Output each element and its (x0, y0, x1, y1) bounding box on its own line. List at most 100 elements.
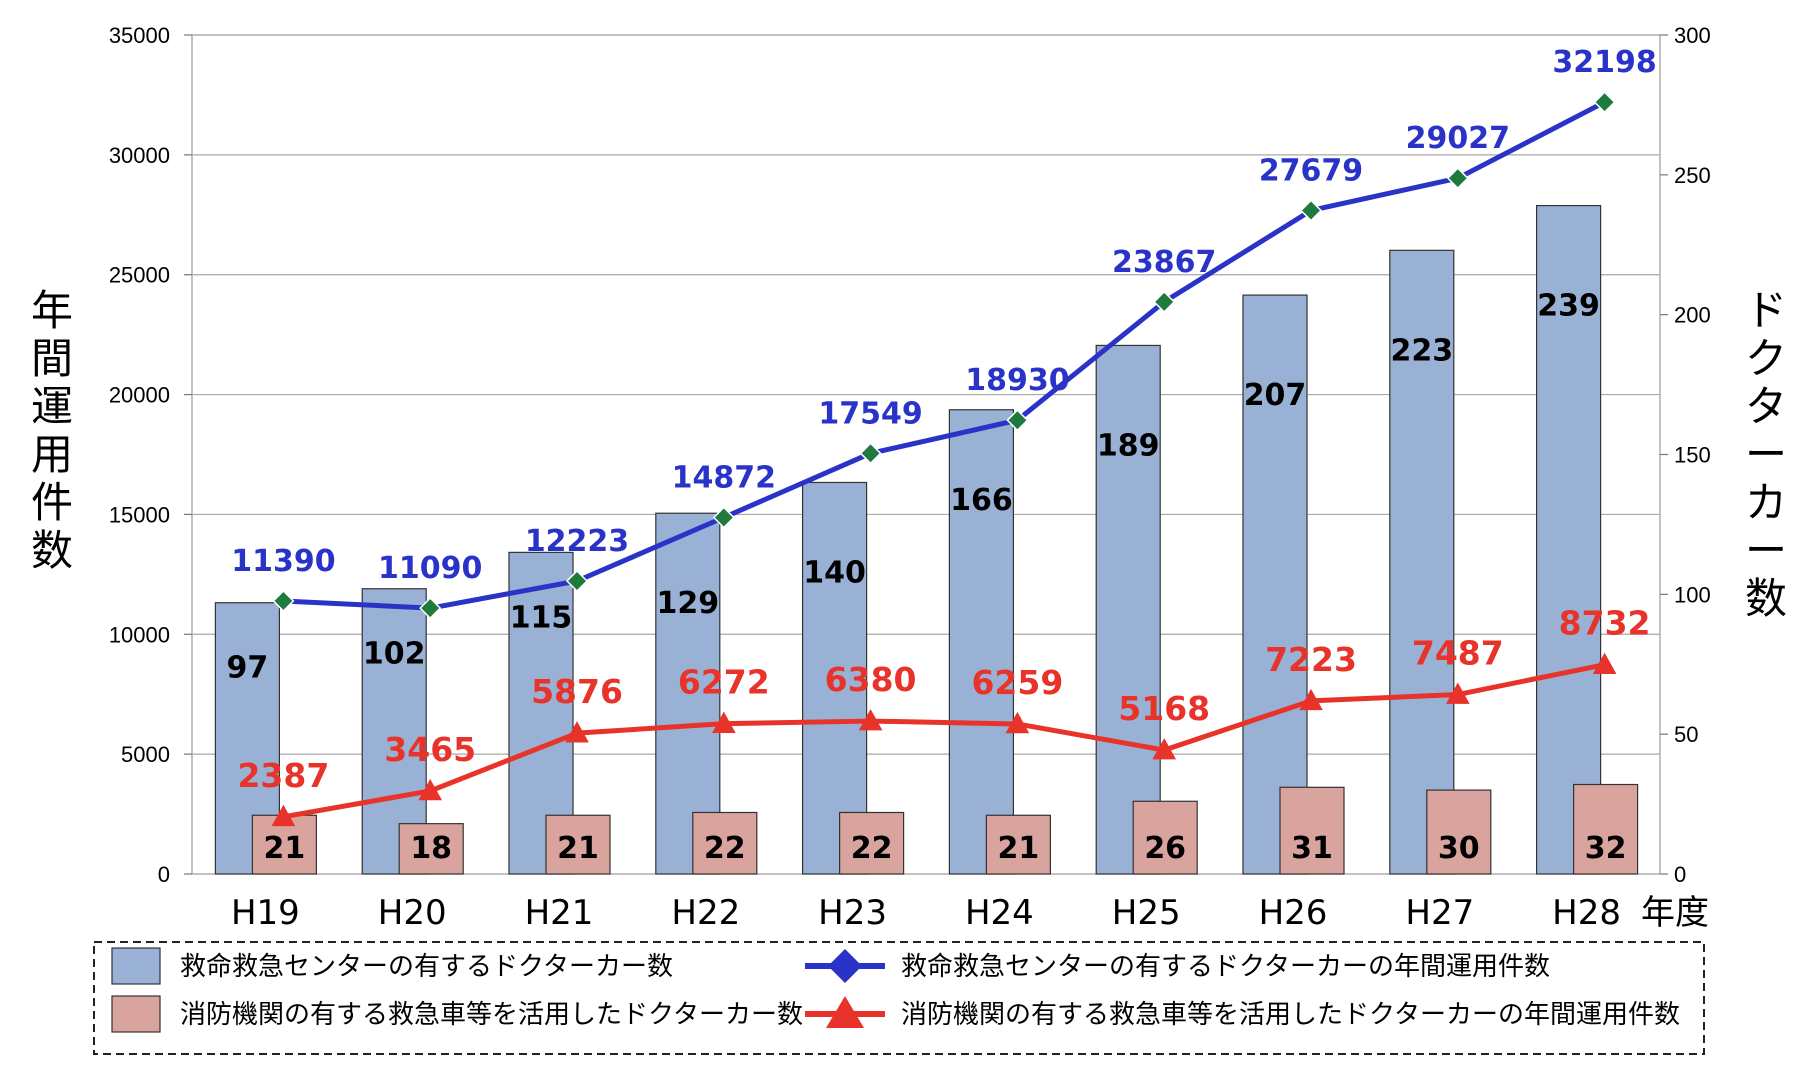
right-tick-label: 200 (1674, 303, 1711, 328)
data-label-operations-center: 14872 (672, 460, 776, 495)
legend-swatch (111, 995, 161, 1033)
legend-label: 消防機関の有する救急車等を活用したドクターカーの年間運用件数 (901, 1000, 1680, 1030)
svg-text:運: 運 (31, 382, 73, 431)
left-tick-label: 15000 (109, 502, 170, 527)
data-label-doctor-car-center: 97 (227, 651, 269, 686)
series-operations-fire-point (1152, 738, 1177, 760)
category-label: H22 (671, 893, 740, 933)
series-operations-fire-point (1592, 652, 1617, 674)
svg-text:ク: ク (1745, 334, 1787, 383)
series-operations-center-point (712, 506, 735, 529)
series-operations-fire-line (282, 662, 1606, 820)
data-label-doctor-car-fire: 30 (1438, 831, 1480, 866)
x-unit-label: 年度 (1641, 893, 1709, 933)
svg-text:ー: ー (1745, 526, 1787, 575)
category-label: H27 (1405, 893, 1474, 933)
data-label-doctor-car-fire: 21 (557, 831, 599, 866)
data-label-doctor-car-fire: 31 (1291, 831, 1333, 866)
bars (214, 204, 1639, 875)
bar-doctor-car-fire (398, 823, 464, 875)
data-label-operations-center: 29027 (1406, 121, 1510, 156)
category-label: H28 (1552, 893, 1621, 933)
data-label-doctor-car-fire: 21 (264, 831, 306, 866)
data-label-doctor-car-fire: 22 (704, 831, 746, 866)
data-labels: 97 102 115 129 140 166 189 207 223 239 21 18 21 22 22 2… (227, 45, 1657, 866)
bar-doctor-car-center (1389, 249, 1455, 875)
bar-doctor-car-center (1095, 344, 1161, 875)
bar-doctor-car-fire (692, 811, 758, 875)
data-label-operations-center: 11390 (231, 544, 335, 579)
data-label-doctor-car-center: 166 (950, 483, 1013, 518)
category-label: H19 (231, 893, 300, 933)
data-label-doctor-car-center: 189 (1097, 428, 1160, 463)
legend-item-doctor-car-fire: 消防機関の有する救急車等を活用したドクターカー数 (111, 995, 803, 1033)
data-label-operations-fire: 5168 (1118, 689, 1210, 728)
data-label-operations-fire: 6380 (825, 660, 917, 699)
data-label-doctor-car-fire: 26 (1144, 831, 1186, 866)
left-tick-label: 30000 (109, 143, 170, 168)
bar-doctor-car-fire (545, 814, 611, 875)
data-label-operations-fire: 6259 (971, 663, 1063, 702)
category-label: H21 (525, 893, 594, 933)
category-label: H20 (378, 893, 447, 933)
data-label-doctor-car-center: 223 (1390, 333, 1453, 368)
left-tick-label: 20000 (109, 383, 170, 408)
series-operations-center-point (1446, 167, 1469, 190)
bar-doctor-car-center (1242, 294, 1308, 875)
bar-doctor-car-fire (1132, 800, 1198, 875)
data-label-doctor-car-center: 140 (803, 555, 866, 590)
svg-text:ド: ド (1745, 286, 1787, 335)
svg-text:数: 数 (1745, 574, 1787, 623)
series-operations-center-point (1299, 199, 1323, 222)
legend-item-operations-fire: 消防機関の有する救急車等を活用したドクターカーの年間運用件数 (805, 996, 1680, 1030)
data-label-doctor-car-fire: 32 (1585, 831, 1627, 866)
bar-doctor-car-fire (1572, 783, 1639, 875)
data-label-doctor-car-center: 102 (363, 637, 426, 672)
bar-doctor-car-center (801, 481, 868, 875)
category-label: H24 (965, 893, 1034, 933)
svg-text:数: 数 (31, 526, 73, 575)
data-label-operations-center: 17549 (818, 396, 922, 431)
legend-marker (828, 949, 862, 983)
data-label-operations-fire: 7223 (1265, 640, 1357, 679)
svg-text:カ: カ (1745, 478, 1787, 527)
right-tick-label: 0 (1674, 862, 1686, 887)
y-left-title: 年間運用件数 (31, 286, 73, 575)
series-operations-fire-point (1299, 688, 1323, 711)
right-tick-label: 250 (1674, 163, 1711, 188)
series-operations-center-point (272, 589, 295, 613)
left-tick-label: 35000 (109, 23, 170, 48)
data-label-operations-fire: 5876 (531, 672, 623, 711)
svg-text:年: 年 (31, 286, 73, 335)
data-label-operations-fire: 6272 (678, 663, 770, 702)
bar-doctor-car-fire (838, 811, 905, 875)
left-tick-label: 10000 (109, 622, 170, 647)
bar-doctor-car-center (1535, 204, 1602, 875)
svg-text:件: 件 (31, 478, 73, 527)
legend-box (93, 941, 1705, 1055)
data-label-operations-fire: 8732 (1559, 604, 1651, 643)
series-operations-center-point (419, 597, 442, 620)
axes: 0 5000 10000 15000 20000 25000 30000 35000 0 50 10… (31, 23, 1787, 933)
series-operations-center-point (859, 442, 882, 465)
data-label-operations-center: 27679 (1259, 153, 1363, 188)
series-operations-fire-point (565, 721, 589, 743)
category-label: H23 (818, 893, 887, 933)
series-operations-center-point (565, 569, 589, 593)
data-label-operations-center: 23867 (1112, 245, 1216, 280)
right-tick-label: 300 (1674, 23, 1711, 48)
legend-marker (826, 996, 864, 1028)
series-operations-center-point (1006, 409, 1029, 432)
legend-label: 救命救急センターの有するドクターカー数 (180, 952, 673, 982)
series-operations-fire-point (418, 778, 443, 801)
data-label-operations-fire: 7487 (1412, 634, 1504, 673)
legend-label: 救命救急センターの有するドクターカーの年間運用件数 (901, 952, 1550, 982)
right-tick-label: 150 (1674, 443, 1711, 468)
series-operations-center-point (1593, 91, 1616, 114)
data-label-operations-fire: 3465 (384, 730, 476, 769)
left-tick-label: 5000 (121, 742, 170, 767)
data-label-operations-center: 11090 (378, 551, 482, 586)
data-label-doctor-car-fire: 21 (998, 831, 1040, 866)
right-tick-label: 50 (1674, 722, 1698, 747)
